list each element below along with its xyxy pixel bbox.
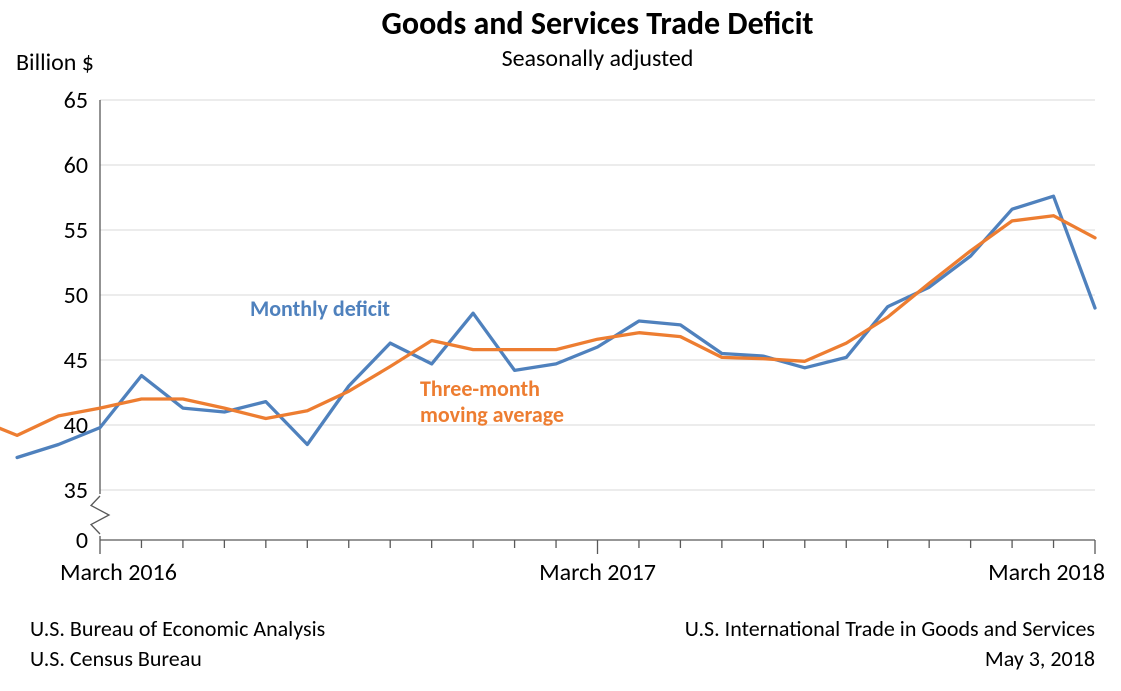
x-tick-label: March 2018 [988, 558, 1105, 587]
y-tick-label: 65 [64, 86, 88, 115]
y-tick-label: 0 [76, 526, 88, 555]
x-tick-label: March 2017 [539, 558, 656, 587]
series-label-1: Three-month [420, 375, 540, 402]
y-tick-label: 50 [64, 281, 88, 310]
footer-left-2: U.S. Census Bureau [30, 645, 202, 672]
series-label-1: moving average [420, 401, 564, 428]
footer-right-2: May 3, 2018 [985, 645, 1095, 672]
footer-left-1: U.S. Bureau of Economic Analysis [30, 615, 325, 642]
x-tick-label: March 2016 [60, 558, 177, 587]
chart-subtitle: Seasonally adjusted [502, 44, 694, 73]
footer-right-1: U.S. International Trade in Goods and Se… [685, 615, 1095, 642]
y-tick-label: 55 [64, 216, 88, 245]
chart-title: Goods and Services Trade Deficit [381, 4, 813, 43]
y-tick-label: 60 [64, 151, 88, 180]
y-tick-label: 35 [64, 476, 88, 505]
series-label-0: Monthly deficit [250, 295, 390, 322]
y-axis-label: Billion $ [16, 48, 94, 77]
y-tick-label: 45 [64, 346, 88, 375]
